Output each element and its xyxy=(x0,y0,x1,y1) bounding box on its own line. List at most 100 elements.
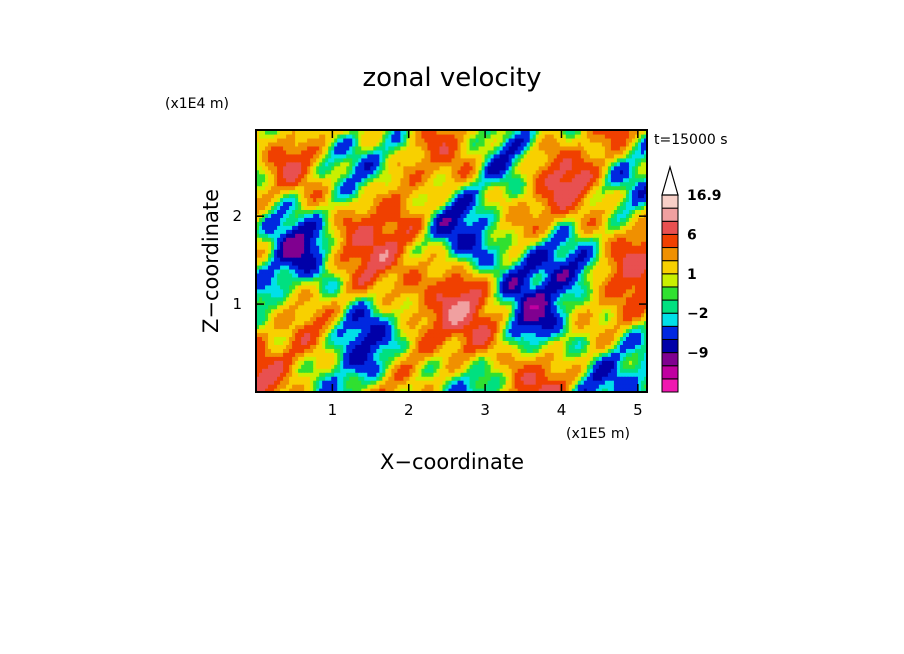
heatmap-cell xyxy=(451,257,456,262)
heatmap-cell xyxy=(421,332,426,338)
heatmap-cell xyxy=(562,380,567,385)
heatmap-cell xyxy=(547,372,552,377)
heatmap-cell xyxy=(280,368,284,373)
heatmap-cell xyxy=(373,352,377,357)
heatmap-cell xyxy=(607,300,612,306)
heatmap-cell xyxy=(508,352,513,357)
heatmap-cell xyxy=(553,336,558,341)
heatmap-cell xyxy=(505,280,510,286)
heatmap-cell xyxy=(331,340,335,345)
heatmap-cell xyxy=(340,296,344,302)
heatmap-cell xyxy=(481,284,486,290)
heatmap-cell xyxy=(295,308,299,314)
heatmap-cell xyxy=(487,308,492,314)
heatmap-cell xyxy=(487,245,492,250)
heatmap-cell xyxy=(550,292,555,298)
heatmap-cell xyxy=(493,320,498,326)
heatmap-cell xyxy=(358,304,362,310)
heatmap-cell xyxy=(433,284,438,290)
heatmap-cell xyxy=(286,368,290,373)
heatmap-cell xyxy=(436,304,441,310)
heatmap-cell xyxy=(286,261,290,266)
heatmap-cell xyxy=(607,249,612,254)
heatmap-cell xyxy=(322,380,326,385)
heatmap-cell xyxy=(580,308,585,314)
heatmap-cell xyxy=(502,253,507,258)
heatmap-cell xyxy=(322,292,326,298)
heatmap-cell xyxy=(538,344,543,349)
heatmap-cell xyxy=(364,332,368,338)
heatmap-cell xyxy=(394,272,398,278)
heatmap-cell xyxy=(280,249,284,254)
heatmap-cell xyxy=(469,241,474,246)
heatmap-cell xyxy=(358,380,362,385)
heatmap-cell xyxy=(445,332,450,338)
heatmap-cell xyxy=(490,356,495,361)
heatmap-cell xyxy=(262,388,266,393)
heatmap-cell xyxy=(343,352,347,357)
heatmap-cell xyxy=(301,340,305,345)
heatmap-cell xyxy=(274,364,278,369)
heatmap-cell xyxy=(388,296,392,302)
heatmap-cell xyxy=(265,372,269,377)
heatmap-cell xyxy=(358,253,362,258)
heatmap-cell xyxy=(310,344,314,349)
heatmap-cell xyxy=(400,241,404,246)
heatmap-cell xyxy=(589,368,594,373)
heatmap-cell xyxy=(358,312,362,318)
heatmap-cell xyxy=(535,360,540,365)
heatmap-cell xyxy=(376,352,380,357)
heatmap-cell xyxy=(508,364,513,369)
heatmap-cell xyxy=(259,384,263,389)
heatmap-cell xyxy=(496,316,501,322)
heatmap-cell xyxy=(637,276,642,282)
heatmap-cell xyxy=(457,328,462,334)
heatmap-cell xyxy=(562,388,567,393)
heatmap-cell xyxy=(397,288,401,294)
heatmap-cell xyxy=(316,352,320,357)
heatmap-cell xyxy=(460,340,465,345)
heatmap-cell xyxy=(574,344,579,349)
heatmap-cell xyxy=(427,316,432,322)
heatmap-cell xyxy=(634,372,639,377)
heatmap-cell xyxy=(439,272,444,278)
heatmap-cell xyxy=(544,272,549,278)
heatmap-cell xyxy=(316,308,320,314)
heatmap-cell xyxy=(268,324,272,330)
heatmap-cell xyxy=(346,257,350,262)
heatmap-cell xyxy=(379,276,383,282)
heatmap-cell xyxy=(535,388,540,393)
heatmap-cell xyxy=(505,332,510,338)
heatmap-cell xyxy=(295,356,299,361)
heatmap-cell xyxy=(481,320,486,326)
heatmap-cell xyxy=(319,288,323,294)
heatmap-cell xyxy=(541,284,546,290)
heatmap-cell xyxy=(607,288,612,294)
heatmap-cell xyxy=(418,272,423,278)
heatmap-cell xyxy=(262,332,266,338)
heatmap-cell xyxy=(601,336,606,341)
heatmap-cell xyxy=(265,284,269,290)
heatmap-cell xyxy=(445,288,450,294)
heatmap-cell xyxy=(382,356,386,361)
heatmap-cell xyxy=(322,348,326,353)
heatmap-cell xyxy=(370,280,374,286)
heatmap-cell xyxy=(481,352,486,357)
heatmap-cell xyxy=(544,348,549,353)
heatmap-cell xyxy=(559,264,564,270)
heatmap-cell xyxy=(562,241,567,246)
heatmap-cell xyxy=(568,253,573,258)
heatmap-cell xyxy=(490,261,495,266)
heatmap-cell xyxy=(307,312,311,318)
heatmap-cell xyxy=(373,264,377,270)
heatmap-cell xyxy=(571,284,576,290)
heatmap-cell xyxy=(430,352,435,357)
heatmap-cell xyxy=(433,372,438,377)
heatmap-cell xyxy=(328,308,332,314)
heatmap-cell xyxy=(325,257,329,262)
heatmap-cell xyxy=(565,364,570,369)
heatmap-cell xyxy=(277,340,281,345)
heatmap-cell xyxy=(274,249,278,254)
heatmap-cell xyxy=(283,320,287,326)
heatmap-cell xyxy=(436,380,441,385)
